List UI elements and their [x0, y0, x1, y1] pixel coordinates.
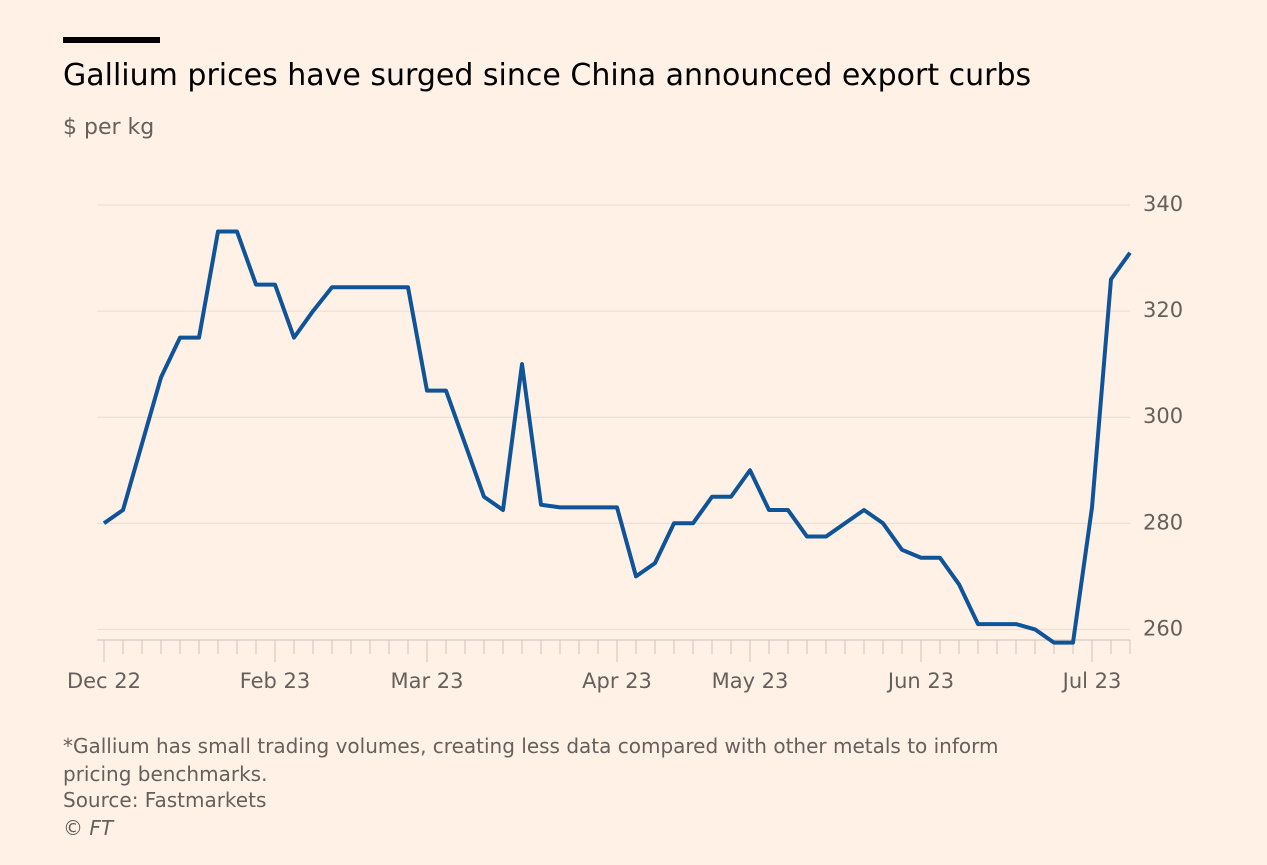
subtitle: $ per kg [63, 115, 155, 140]
x-tick-label: Dec 22 [67, 669, 141, 693]
title-bar [63, 37, 160, 43]
chart: 260 280 300 320 340 Dec 22 Feb 23 Mar 23 Apr 23 M… [67, 192, 1183, 693]
x-tick-label: Apr 23 [582, 669, 652, 693]
x-tick-label: Jun 23 [886, 669, 954, 693]
x-tick-label: Jul 23 [1061, 669, 1122, 693]
y-tick-label: 340 [1143, 192, 1183, 216]
x-tick-label: May 23 [712, 669, 789, 693]
y-tick-label: 260 [1143, 616, 1183, 640]
copyright: © FT [63, 816, 114, 840]
x-tick-label: Mar 23 [390, 669, 463, 693]
chart-title: Gallium prices have surged since China a… [63, 58, 1032, 93]
y-tick-label: 300 [1143, 404, 1183, 428]
line [102, 229, 1132, 645]
note: *Gallium has small trading volumes, crea… [63, 734, 999, 786]
x-tick-label: Feb 23 [240, 669, 311, 693]
y-tick-label: 280 [1143, 510, 1183, 534]
y-tick-label: 320 [1143, 298, 1183, 322]
source: Source: Fastmarkets [63, 788, 267, 812]
